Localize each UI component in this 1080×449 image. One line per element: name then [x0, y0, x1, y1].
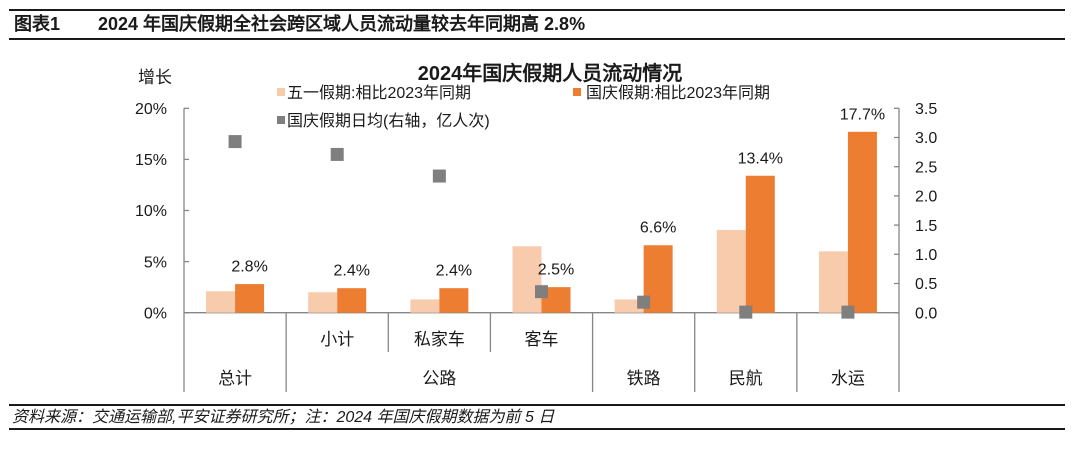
marker-daily-average	[535, 285, 548, 299]
bar-national-day-vs-2023	[337, 288, 367, 313]
y-right-tick-label: 1.5	[915, 218, 937, 235]
legend-label-daily-average: 国庆假期日均(右轴，亿人次)	[287, 112, 490, 130]
y-left-tick-label: 10%	[135, 203, 167, 220]
legend-swatch-national-day	[573, 88, 581, 96]
x-group-label: 铁路	[627, 369, 661, 388]
bar-mayday-vs-2023	[308, 292, 338, 313]
bar-national-day-vs-2023	[847, 131, 877, 313]
data-label-national-day: 2.8%	[231, 259, 267, 276]
chart-title: 2024年国庆假期人员流动情况	[418, 61, 683, 85]
marker-daily-average	[739, 305, 753, 319]
marker-daily-average	[637, 295, 651, 309]
legend-item-mayday: 五一假期:相比2023年同期	[277, 84, 471, 102]
footer-bottom-rule	[9, 428, 1065, 430]
header-bottom-rule	[9, 38, 1065, 40]
data-label-national-day: 13.4%	[738, 150, 783, 167]
footer-top-rule	[9, 404, 1065, 406]
marker-daily-average	[330, 147, 344, 161]
y-right-tick-label: 2.5	[915, 159, 937, 176]
marker-daily-average	[841, 305, 855, 319]
bar-national-day-vs-2023	[439, 288, 469, 313]
legend-label-mayday: 五一假期:相比2023年同期	[287, 84, 471, 102]
x-group-label: 公路	[422, 369, 456, 388]
bar-mayday-vs-2023	[716, 229, 746, 313]
legend: 五一假期:相比2023年同期 国庆假期:相比2023年同期 国庆假期日均(右轴，…	[277, 84, 770, 130]
bar-mayday-vs-2023	[512, 246, 542, 313]
bar-national-day-vs-2023	[745, 175, 775, 313]
legend-swatch-daily-average	[277, 116, 285, 124]
bars	[206, 131, 877, 313]
x-group-label: 水运	[831, 369, 865, 388]
y-right-tick-label: 2.0	[915, 189, 937, 206]
data-label-national-day: 2.4%	[333, 263, 369, 280]
x-group-label: 总计	[218, 369, 252, 388]
y-axis-left-title: 增长	[138, 68, 172, 87]
y-right-tick-label: 3.0	[915, 130, 937, 147]
chart-labels: 0% 5% 10% 15% 20% 0.0 0.5 1.0 1.5 2.0 2.5 3.0 3.5 2.8…	[135, 101, 937, 388]
bar-mayday-vs-2023	[614, 299, 644, 313]
x-group-label: 民航	[729, 369, 763, 388]
bar-mayday-vs-2023	[206, 291, 236, 313]
footer-source: 资料来源：交通运输部,平安证券研究所；	[12, 409, 305, 426]
data-label-national-day: 6.6%	[640, 220, 676, 237]
footer-source-note: 资料来源：交通运输部,平安证券研究所；注：2024 年国庆假期数据为前 5 日	[12, 408, 554, 428]
data-label-national-day: 2.5%	[538, 262, 574, 279]
marker-daily-average	[432, 169, 446, 183]
y-right-tick-label: 3.5	[915, 101, 937, 118]
x-category-label: 客车	[525, 330, 559, 349]
x-category-label: 小计	[320, 330, 354, 349]
figure-number: 图表1	[14, 14, 61, 34]
y-left-tick-label: 20%	[135, 101, 167, 118]
scatter-markers	[228, 135, 855, 319]
data-label-national-day: 2.4%	[436, 263, 472, 280]
legend-item-national-day: 国庆假期:相比2023年同期	[573, 84, 770, 102]
legend-label-national-day: 国庆假期:相比2023年同期	[586, 84, 770, 102]
bar-mayday-vs-2023	[410, 299, 440, 313]
x-category-label: 私家车	[414, 330, 465, 349]
legend-item-daily-average: 国庆假期日均(右轴，亿人次)	[277, 112, 490, 130]
data-label-national-day: 17.7%	[840, 106, 885, 123]
y-left-tick-label: 5%	[144, 254, 167, 271]
bar-mayday-vs-2023	[818, 251, 848, 313]
marker-daily-average	[228, 135, 242, 149]
legend-swatch-mayday	[277, 88, 285, 96]
header-top-rule	[9, 9, 1065, 11]
bar-national-day-vs-2023	[235, 284, 265, 313]
y-left-tick-label: 15%	[135, 152, 167, 169]
y-right-tick-label: 0.0	[915, 305, 937, 322]
figure-title: 2024 年国庆假期全社会跨区域人员流动量较去年同期高 2.8%	[98, 14, 586, 34]
y-right-tick-label: 0.5	[915, 276, 937, 293]
footer-note: 注：2024 年国庆假期数据为前 5 日	[304, 409, 555, 426]
y-right-tick-label: 1.0	[915, 247, 937, 264]
y-left-tick-label: 0%	[144, 305, 167, 322]
